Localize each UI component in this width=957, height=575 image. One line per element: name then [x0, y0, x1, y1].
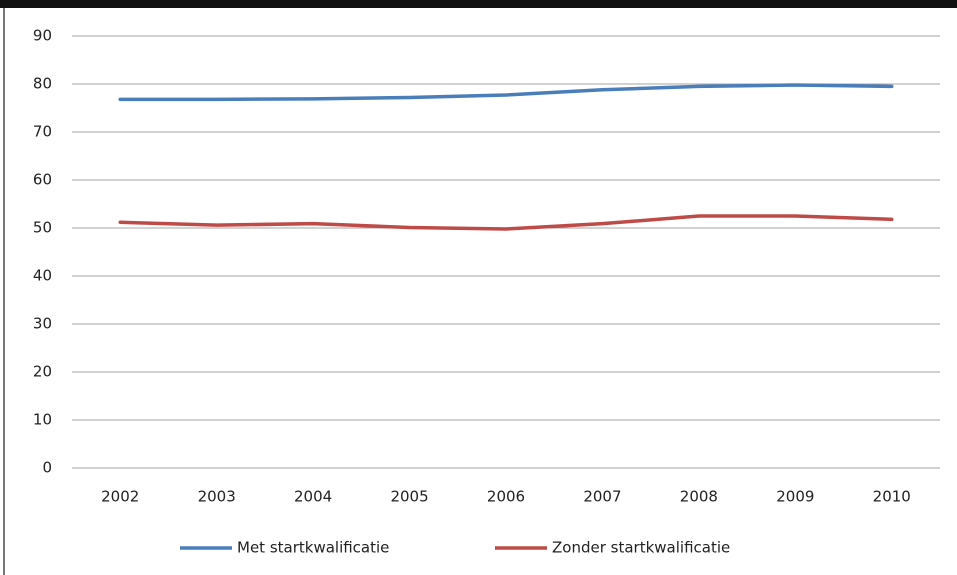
y-tick-label: 30	[33, 315, 52, 333]
x-tick-label: 2008	[680, 488, 718, 506]
series-line	[118, 214, 894, 231]
legend-label: Zonder startkwalificatie	[552, 539, 730, 557]
x-tick-label: 2002	[101, 488, 139, 506]
y-tick-label: 70	[33, 123, 52, 141]
y-tick-label: 80	[33, 75, 52, 93]
x-tick-label: 2009	[776, 488, 814, 506]
x-tick-label: 2003	[198, 488, 236, 506]
x-tick-label: 2010	[873, 488, 911, 506]
cropped-header	[0, 0, 957, 8]
y-tick-label: 20	[33, 363, 52, 381]
y-tick-label: 10	[33, 411, 52, 429]
y-tick-label: 0	[42, 459, 52, 477]
y-tick-label: 40	[33, 267, 52, 285]
x-tick-label: 2006	[487, 488, 525, 506]
x-tick-label: 2004	[294, 488, 332, 506]
x-tick-label: 2007	[583, 488, 621, 506]
y-tick-label: 90	[33, 27, 52, 45]
series-line	[118, 83, 894, 102]
y-tick-label: 50	[33, 219, 52, 237]
legend-label: Met startkwalificatie	[237, 539, 389, 557]
x-tick-label: 2005	[390, 488, 428, 506]
y-tick-label: 60	[33, 171, 52, 189]
